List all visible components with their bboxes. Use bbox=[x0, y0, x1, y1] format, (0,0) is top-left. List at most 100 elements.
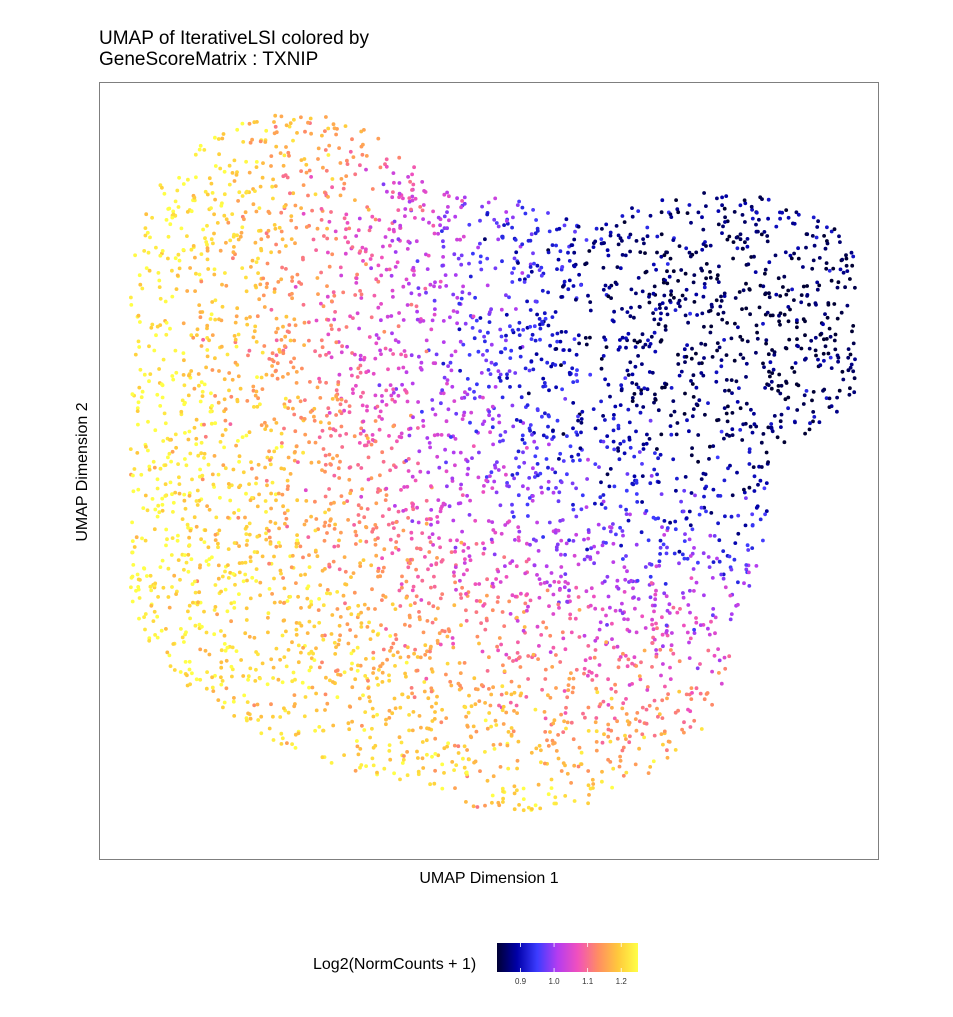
data-point bbox=[614, 224, 619, 228]
data-point bbox=[210, 404, 214, 408]
data-point bbox=[708, 270, 712, 274]
data-point bbox=[203, 189, 208, 194]
data-point bbox=[194, 524, 199, 529]
data-point bbox=[331, 680, 335, 684]
data-point bbox=[282, 467, 286, 471]
data-point bbox=[360, 403, 365, 408]
data-point bbox=[604, 222, 609, 227]
data-point bbox=[327, 487, 331, 491]
data-point bbox=[219, 344, 224, 349]
colorbar-tick-label: 1.2 bbox=[616, 977, 628, 986]
data-point bbox=[264, 531, 268, 536]
data-point bbox=[634, 382, 639, 387]
data-point bbox=[430, 754, 434, 759]
data-point bbox=[468, 498, 472, 503]
data-point bbox=[253, 189, 257, 194]
data-point bbox=[533, 803, 538, 808]
data-point bbox=[299, 415, 303, 420]
data-point bbox=[294, 370, 299, 374]
data-point bbox=[650, 641, 655, 645]
data-point bbox=[515, 203, 520, 208]
data-point bbox=[356, 228, 361, 233]
data-point bbox=[534, 352, 539, 356]
data-point bbox=[680, 727, 684, 732]
data-point bbox=[745, 244, 750, 249]
data-point bbox=[303, 432, 308, 437]
data-point bbox=[404, 389, 409, 394]
data-point bbox=[805, 294, 809, 298]
data-point bbox=[164, 320, 169, 325]
data-point bbox=[359, 466, 364, 470]
data-point bbox=[823, 312, 827, 316]
data-point bbox=[692, 273, 697, 277]
data-point bbox=[292, 412, 297, 417]
data-point bbox=[485, 212, 490, 217]
data-point bbox=[133, 253, 138, 258]
data-point bbox=[276, 491, 281, 496]
data-point bbox=[606, 677, 610, 682]
data-point bbox=[620, 529, 625, 533]
data-point bbox=[716, 209, 721, 214]
data-point bbox=[282, 344, 287, 349]
data-point bbox=[278, 568, 283, 573]
data-point bbox=[694, 292, 699, 297]
data-point bbox=[671, 605, 676, 610]
data-point bbox=[702, 282, 707, 286]
data-point bbox=[393, 706, 398, 711]
data-point bbox=[453, 565, 458, 569]
data-point bbox=[363, 710, 368, 714]
data-point bbox=[284, 516, 289, 521]
data-point bbox=[282, 601, 286, 605]
data-point bbox=[397, 181, 402, 185]
data-point bbox=[158, 296, 163, 301]
data-point bbox=[823, 246, 828, 251]
data-point bbox=[169, 553, 174, 557]
data-point bbox=[537, 268, 542, 272]
data-point bbox=[659, 432, 664, 437]
data-point bbox=[208, 409, 213, 414]
data-point bbox=[599, 357, 604, 361]
data-point bbox=[193, 623, 198, 628]
data-point bbox=[261, 276, 266, 281]
data-point bbox=[676, 279, 680, 283]
data-point bbox=[688, 554, 693, 558]
data-point bbox=[720, 195, 724, 200]
data-point bbox=[401, 196, 405, 201]
data-point bbox=[216, 698, 221, 702]
data-point bbox=[766, 197, 771, 202]
data-point bbox=[467, 513, 472, 517]
data-point bbox=[273, 226, 278, 231]
data-point bbox=[651, 291, 656, 296]
data-point bbox=[427, 535, 432, 540]
data-point bbox=[715, 341, 720, 345]
data-point bbox=[411, 265, 416, 270]
data-point bbox=[763, 386, 767, 390]
data-point bbox=[556, 602, 561, 607]
data-point bbox=[193, 255, 197, 260]
data-point bbox=[610, 621, 614, 626]
y-axis-label: UMAP Dimension 2 bbox=[74, 402, 91, 541]
data-point bbox=[355, 744, 360, 749]
data-point bbox=[746, 262, 751, 267]
data-point bbox=[811, 419, 815, 424]
data-point bbox=[417, 292, 422, 297]
data-point bbox=[296, 643, 301, 648]
data-point bbox=[684, 354, 689, 359]
data-point bbox=[153, 633, 158, 637]
data-point bbox=[645, 225, 650, 230]
data-point bbox=[543, 316, 548, 321]
data-point bbox=[601, 499, 606, 504]
data-point bbox=[647, 370, 652, 374]
data-point bbox=[222, 633, 227, 638]
data-point bbox=[769, 422, 774, 426]
data-point bbox=[464, 770, 469, 775]
data-point bbox=[744, 361, 749, 366]
data-point bbox=[314, 691, 318, 696]
data-point bbox=[554, 545, 559, 549]
data-point bbox=[759, 465, 764, 469]
data-point bbox=[374, 333, 379, 337]
data-point bbox=[274, 544, 279, 549]
data-point bbox=[624, 737, 628, 741]
data-point bbox=[248, 666, 253, 671]
data-point bbox=[162, 411, 167, 416]
